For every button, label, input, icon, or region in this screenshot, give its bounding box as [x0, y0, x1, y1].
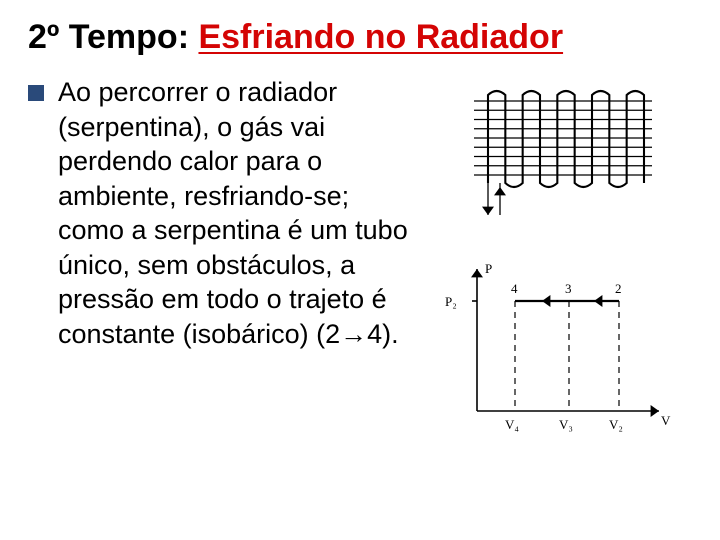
svg-text:2: 2	[615, 281, 622, 296]
svg-text:P: P	[485, 261, 492, 276]
slide-container: 2º Tempo: Esfriando no Radiador Ao perco…	[0, 0, 720, 461]
content-row: Ao percorrer o radiador (serpentina), o …	[28, 75, 692, 443]
svg-text:4: 4	[511, 281, 518, 296]
text-column: Ao percorrer o radiador (serpentina), o …	[28, 75, 408, 351]
svg-text:P₂: P₂	[445, 294, 457, 309]
svg-text:V₃: V₃	[559, 417, 573, 432]
title-highlight: Esfriando no Radiador	[198, 18, 563, 56]
svg-text:V: V	[661, 413, 671, 428]
svg-text:V₂: V₂	[609, 417, 623, 432]
figure-column: P V P₂ 4 V₄ 3 V₃ 2 V₂	[420, 75, 692, 443]
slide-title: 2º Tempo: Esfriando no Radiador	[28, 18, 692, 57]
title-prefix: 2º Tempo:	[28, 18, 198, 56]
bullet-icon	[28, 85, 44, 101]
pv-chart: P V P₂ 4 V₄ 3 V₃ 2 V₂	[441, 253, 671, 443]
svg-text:3: 3	[565, 281, 572, 296]
radiator-diagram	[446, 83, 666, 233]
svg-text:V₄: V₄	[505, 417, 519, 432]
body-text: Ao percorrer o radiador (serpentina), o …	[58, 75, 408, 351]
